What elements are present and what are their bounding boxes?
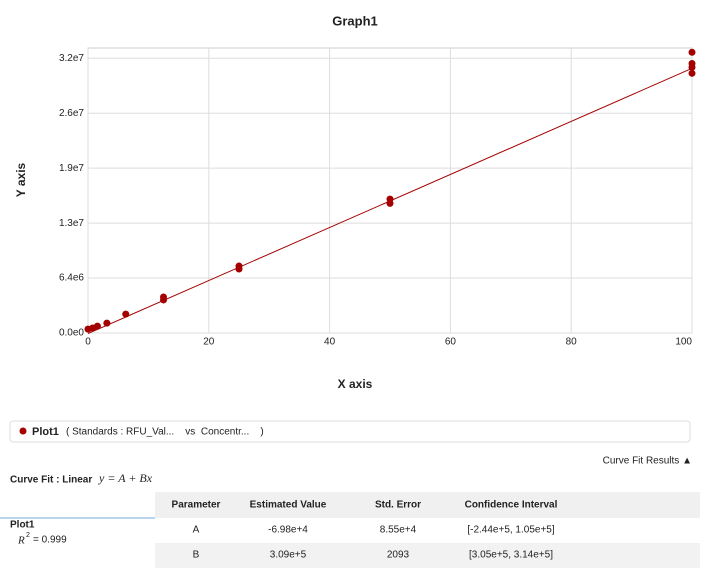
point: [103, 319, 111, 327]
point: [688, 63, 696, 71]
point: [386, 199, 394, 207]
table-cell: -6.98e+4: [268, 525, 308, 536]
table-cell: B: [193, 550, 200, 561]
y-tick-label: 6.4e6: [59, 273, 84, 284]
point: [93, 322, 101, 330]
point: [235, 265, 243, 273]
marks: [84, 48, 696, 335]
curve-fit-equation: y = A + Bx: [98, 471, 153, 485]
point: [688, 69, 696, 77]
r2-symbol: R: [17, 535, 25, 547]
table-cell: A: [193, 525, 200, 536]
r2-exponent: 2: [26, 532, 30, 539]
y-tick-label: 1.9e7: [59, 163, 84, 174]
legend-description: ( Standards : RFU_Val... vs Concentr... …: [66, 427, 264, 438]
x-tick-label: 40: [324, 337, 336, 348]
y-tick-label: 1.3e7: [59, 218, 84, 229]
table-cell: [-2.44e+5, 1.05e+5]: [467, 525, 555, 536]
legend-swatch: [19, 427, 27, 435]
column-header: Estimated Value: [250, 500, 327, 511]
column-header: Std. Error: [375, 500, 421, 511]
table-header-bg: [155, 492, 700, 518]
chart-title: Graph1: [332, 13, 378, 28]
legend-box: [9, 420, 691, 443]
x-tick-label: 0: [85, 337, 91, 348]
grid: 0.0e0 6.4e6 1.3e7 1.9e7 2.6e7 3.2e7 0 20 40 60 80 1…: [59, 48, 693, 348]
x-tick-label: 80: [566, 337, 578, 348]
point: [688, 48, 696, 56]
table-cell: 8.55e+4: [380, 525, 417, 536]
x-tick-label: 60: [445, 337, 457, 348]
table-cell: [3.05e+5, 3.14e+5]: [469, 550, 553, 561]
table-plot-name: Plot1: [10, 520, 35, 531]
point: [122, 310, 130, 318]
legend-name: Plot1: [32, 426, 59, 438]
table-cell: 3.09e+5: [270, 550, 307, 561]
y-tick-label: 2.6e7: [59, 108, 84, 119]
curve-fit-results-toggle[interactable]: Curve Fit Results ▲: [603, 456, 692, 467]
row-bg: [155, 543, 700, 568]
y-tick-label: 0.0e0: [59, 328, 84, 339]
x-tick-label: 20: [203, 337, 215, 348]
column-header: Parameter: [172, 500, 221, 511]
x-axis-label: X axis: [338, 377, 373, 391]
table: Parameter Estimated Value Std. Error Confid…: [172, 500, 558, 561]
y-axis-label: Y axis: [14, 162, 28, 197]
point: [160, 296, 167, 304]
r2-value: = 0.999: [33, 535, 67, 546]
y-tick-label: 3.2e7: [59, 53, 84, 64]
table-cell: 2093: [387, 550, 410, 561]
column-header: Confidence Interval: [465, 500, 558, 511]
plot-area: [87, 47, 693, 334]
x-tick-label: 100: [675, 337, 692, 348]
curve-fit-label: Curve Fit : Linear: [10, 475, 92, 486]
